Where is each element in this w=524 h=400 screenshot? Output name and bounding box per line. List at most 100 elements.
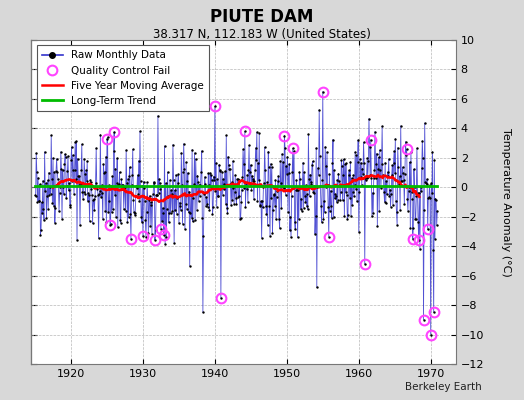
Point [217,294,225,301]
Point [374,166,382,172]
Point [410,184,419,190]
Point [280,132,289,139]
Point [130,209,138,215]
Point [219,191,227,198]
Point [282,163,290,169]
Point [325,171,334,177]
Point [68,177,77,184]
Point [92,145,101,151]
Point [276,225,284,231]
Point [431,236,439,242]
Point [422,181,431,187]
Point [70,190,78,197]
Point [264,148,272,155]
Point [241,128,249,134]
Point [36,232,45,238]
Point [144,230,152,236]
Point [292,187,300,194]
Point [134,172,142,178]
Point [239,146,247,153]
Point [392,209,401,215]
Point [43,193,51,200]
Point [408,196,416,202]
Point [136,128,144,135]
Point [230,200,238,207]
Point [300,169,309,175]
Point [42,215,51,221]
Point [78,141,86,148]
Point [262,211,270,218]
Point [59,184,68,190]
Point [357,182,366,188]
Point [183,178,191,184]
Point [184,170,192,176]
Point [346,195,354,201]
Point [384,169,392,175]
Point [32,150,40,156]
Point [231,172,239,178]
Point [216,167,224,174]
Point [249,176,257,182]
Point [284,208,292,215]
Point [354,137,363,143]
Point [322,163,330,169]
Point [160,232,168,238]
Point [99,161,107,168]
Point [224,162,233,168]
Point [242,180,250,186]
Point [114,224,122,230]
Point [151,237,159,243]
Point [200,190,208,197]
Point [412,192,420,199]
Point [135,158,143,164]
Point [318,177,326,183]
Point [423,226,432,233]
Point [332,193,340,199]
Point [381,200,390,206]
Point [61,151,69,157]
Point [312,145,320,151]
Point [143,209,151,216]
Point [296,176,304,182]
Point [139,233,147,240]
Point [180,140,188,147]
Point [145,192,154,199]
Point [390,148,398,154]
Point [320,198,328,204]
Point [138,183,147,189]
Point [393,222,401,228]
Point [52,168,60,175]
Point [82,167,90,174]
Point [368,213,376,220]
Point [402,146,411,152]
Point [227,179,236,185]
Point [369,175,378,181]
Point [101,168,109,175]
Point [165,219,173,225]
Point [63,168,72,174]
Point [382,178,390,184]
Point [270,202,279,209]
Point [379,172,388,178]
Point [211,103,219,110]
Point [163,169,172,175]
Point [373,150,381,157]
Point [330,167,339,174]
Point [277,205,286,212]
Point [361,175,369,181]
Point [289,145,297,151]
Point [68,144,76,150]
Point [70,167,79,173]
Point [308,162,316,168]
Point [418,165,426,172]
Point [285,170,293,176]
Point [210,173,218,180]
Point [388,162,397,169]
Point [194,179,202,185]
Point [326,187,335,194]
Point [152,192,161,198]
Point [94,192,102,198]
Point [403,207,412,214]
Point [232,201,241,207]
Point [356,174,365,180]
